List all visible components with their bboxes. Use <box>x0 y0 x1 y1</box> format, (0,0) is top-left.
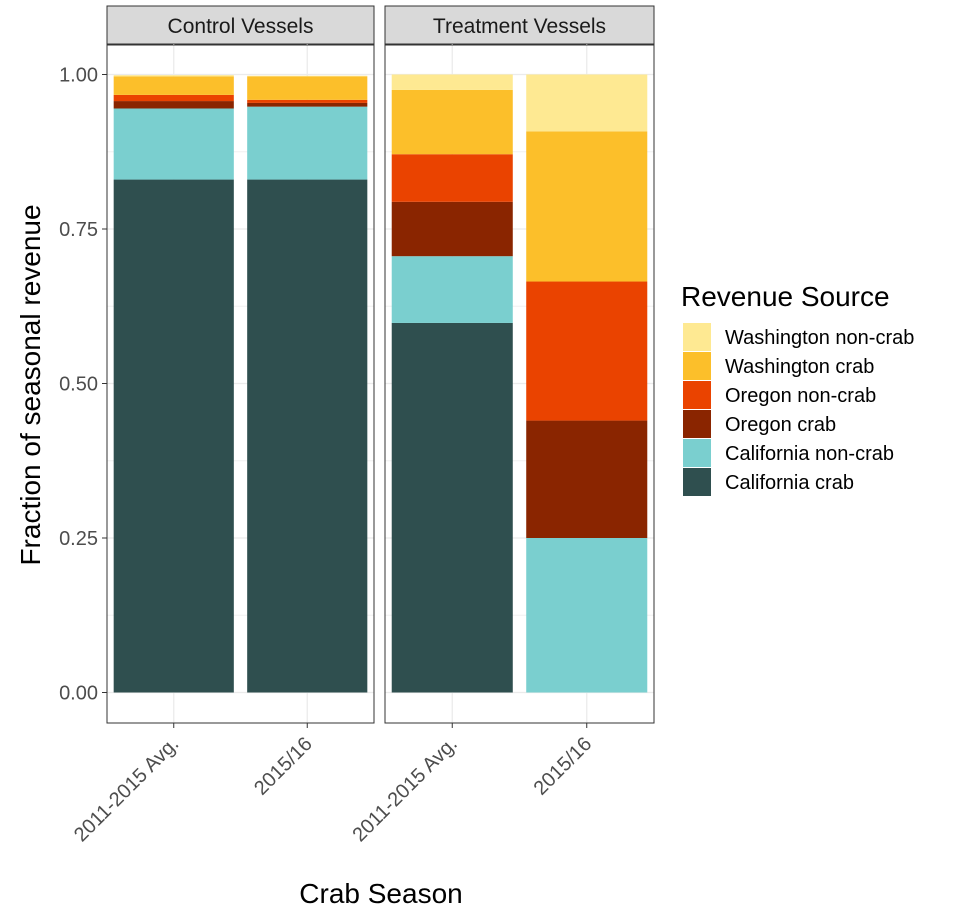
legend-swatch <box>683 468 711 496</box>
bar-segment <box>113 75 234 77</box>
x-tick-label: 2015/16 <box>250 733 317 800</box>
y-tick-label: 0.50 <box>59 374 98 396</box>
bar-segment <box>247 99 368 103</box>
bar-segment <box>113 76 234 95</box>
facet-strip <box>384 5 655 45</box>
bar-segment <box>391 74 513 90</box>
bar-segment <box>391 154 513 202</box>
legend: Revenue Source Washington non-crab Washin… <box>681 281 914 496</box>
bar-segment <box>391 201 513 257</box>
bar-segment <box>113 101 234 109</box>
bar-segment <box>526 131 648 282</box>
bar-segment <box>391 89 513 155</box>
bar-segment <box>526 281 648 421</box>
y-tick-label: 0.00 <box>59 683 98 705</box>
y-tick-label: 0.75 <box>59 219 98 241</box>
facet-strip-label: Treatment Vessels <box>433 15 606 38</box>
legend-label: Oregon non-crab <box>725 385 876 407</box>
legend-title: Revenue Source <box>681 281 890 312</box>
y-axis-title: Fraction of seasonal revenue <box>15 204 46 565</box>
bar-segment <box>391 322 513 693</box>
legend-swatch <box>683 323 711 351</box>
bar-segment <box>247 76 368 100</box>
y-axis: 0.00 0.25 0.50 0.75 1.00 <box>59 65 107 705</box>
x-tick-label: 2011-2015 Avg. <box>348 733 461 846</box>
bar-segment <box>247 75 368 77</box>
bar-segment <box>247 102 368 107</box>
bar-segment <box>113 94 234 102</box>
legend-swatch <box>683 381 711 409</box>
x-axis-title: Crab Season <box>299 878 462 909</box>
legend-label: California non-crab <box>725 443 894 465</box>
bar-segment <box>247 106 368 180</box>
facet-strip-label: Control Vessels <box>168 15 314 38</box>
facet-strip <box>106 5 375 45</box>
facet-panel: Control Vessels 2011-2015 Avg. 2015/16 <box>70 5 375 846</box>
legend-label: Washington non-crab <box>725 327 914 349</box>
legend-label: Oregon crab <box>725 414 836 436</box>
bar-segment <box>247 179 368 693</box>
y-tick-label: 1.00 <box>59 65 98 87</box>
legend-swatch <box>683 352 711 380</box>
y-tick-label: 0.25 <box>59 528 98 550</box>
bar-segment <box>526 420 648 538</box>
legend-swatch <box>683 410 711 438</box>
bar-segment <box>526 74 648 132</box>
bar-segment <box>113 179 234 693</box>
facet-panel: Treatment Vessels 2011-2015 Avg. 2015/16 <box>348 5 655 846</box>
bar-segment <box>391 256 513 323</box>
x-tick-label: 2015/16 <box>530 733 597 800</box>
x-tick-label: 2011-2015 Avg. <box>70 733 183 846</box>
legend-swatch <box>683 439 711 467</box>
legend-label: Washington crab <box>725 356 874 378</box>
bar-segment <box>113 108 234 180</box>
panel-border <box>384 44 655 724</box>
legend-label: California crab <box>725 472 854 494</box>
bar-segment <box>526 538 648 693</box>
